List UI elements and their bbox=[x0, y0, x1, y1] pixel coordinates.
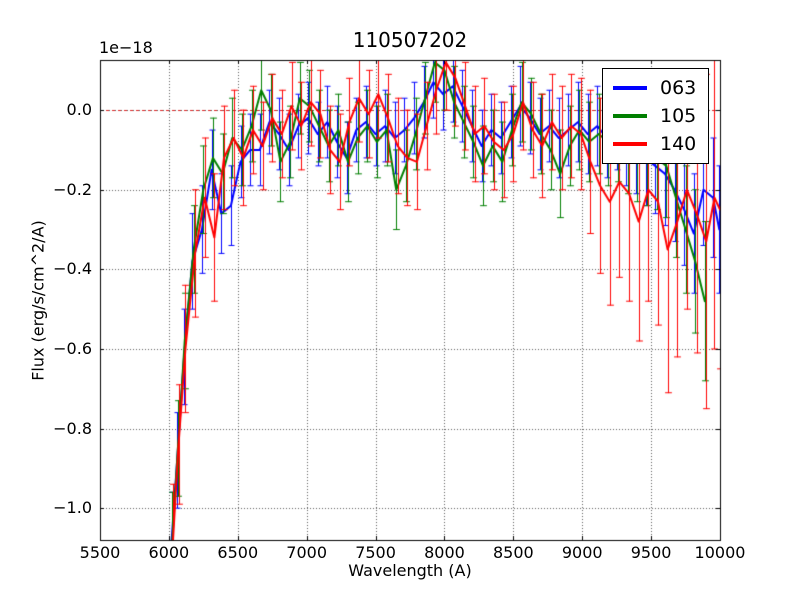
y-tick-label-−0.6: −0.6 bbox=[53, 338, 92, 358]
y-tick-label-−1.0: −1.0 bbox=[53, 498, 92, 518]
x-tick-label-10000: 10000 bbox=[694, 543, 746, 562]
x-tick-label-8500: 8500 bbox=[492, 543, 534, 562]
legend-label-105: 105 bbox=[660, 104, 697, 127]
x-tick-label-6000: 6000 bbox=[148, 543, 190, 562]
y-tick-label-−0.8: −0.8 bbox=[53, 418, 92, 438]
x-tick-label-7500: 7500 bbox=[355, 543, 396, 562]
x-tick-label-8000: 8000 bbox=[424, 543, 465, 562]
legend: 063 105 140 bbox=[602, 68, 710, 164]
y-tick-label-−0.4: −0.4 bbox=[53, 259, 92, 279]
y-axis-offset-label: 1e−18 bbox=[99, 38, 153, 57]
legend-entry-140: 140 bbox=[613, 132, 696, 156]
x-tick-label-5500: 5500 bbox=[79, 543, 121, 562]
legend-entry-063: 063 bbox=[613, 76, 696, 100]
chart-title: 110507202 bbox=[352, 28, 468, 52]
x-tick-label-6500: 6500 bbox=[217, 543, 259, 562]
legend-swatch-red-line bbox=[613, 142, 647, 146]
y-tick-label-−0.2: −0.2 bbox=[53, 179, 92, 199]
legend-entry-105: 105 bbox=[613, 104, 696, 128]
legend-swatch-green-line bbox=[613, 114, 647, 118]
x-tick-label-9500: 9500 bbox=[630, 543, 672, 562]
legend-label-063: 063 bbox=[660, 76, 697, 99]
legend-label-140: 140 bbox=[660, 132, 697, 155]
x-tick-label-7000: 7000 bbox=[286, 543, 328, 562]
x-axis-label: Wavelength (A) bbox=[348, 561, 472, 580]
y-tick-label-0.0: 0.0 bbox=[66, 100, 92, 120]
x-tick-label-9000: 9000 bbox=[561, 543, 603, 562]
legend-swatch-blue-line bbox=[613, 86, 647, 90]
